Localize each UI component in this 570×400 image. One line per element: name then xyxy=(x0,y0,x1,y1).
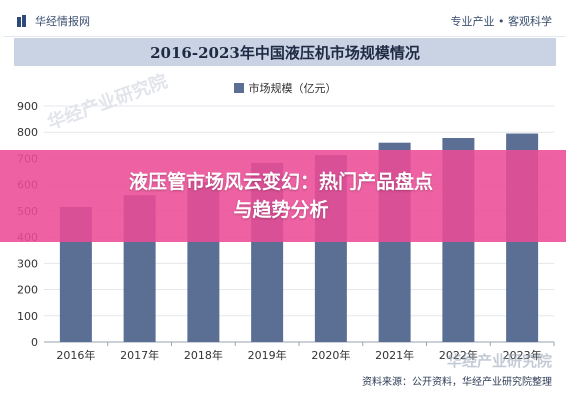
chart-title: 2016-2023年中国液压机市场规模情况 xyxy=(150,43,420,62)
x-tick-label: 2017年 xyxy=(120,348,159,362)
y-tick-label: 300 xyxy=(17,257,38,270)
x-tick-label: 2018年 xyxy=(184,348,223,362)
header-slogan: 专业产业 • 客观科学 xyxy=(450,15,552,28)
source-note: 资料来源：公开资料，华经产业研究院整理 xyxy=(362,377,552,388)
headline-line-2: 与趋势分析 xyxy=(233,199,329,221)
watermark-corner: 华经产业研究院 xyxy=(446,352,552,370)
y-tick-label: 0 xyxy=(31,336,38,349)
x-tick-label: 2020年 xyxy=(311,348,350,362)
y-tick-label: 100 xyxy=(17,310,38,323)
brand-logo-icon xyxy=(17,15,26,27)
headline-line-1: 液压管市场风云变幻：热门产品盘点 xyxy=(128,171,433,193)
y-tick-label: 900 xyxy=(17,100,38,113)
headline-banner[interactable]: 液压管市场风云变幻：热门产品盘点 与趋势分析 xyxy=(0,150,566,242)
top-bar: 华经情报网 专业产业 • 客观科学 xyxy=(4,4,566,37)
x-tick-label: 2023年 xyxy=(503,348,542,362)
brand-logo-text: 华经情报网 xyxy=(35,15,90,28)
x-tick-label: 2021年 xyxy=(375,348,414,362)
legend-label: 市场规模（亿元） xyxy=(248,82,337,95)
chart-legend: 市场规模（亿元） xyxy=(4,80,566,96)
brand-logo[interactable]: 华经情报网 xyxy=(16,13,90,29)
y-tick-label: 800 xyxy=(17,126,38,139)
y-tick-label: 200 xyxy=(17,284,38,297)
x-tick-label: 2022年 xyxy=(439,348,478,362)
x-tick-label: 2019年 xyxy=(248,348,287,362)
legend-swatch xyxy=(233,83,244,93)
chart-title-band: 2016-2023年中国液压机市场规模情况 xyxy=(14,38,556,66)
x-tick-label: 2016年 xyxy=(56,348,95,362)
